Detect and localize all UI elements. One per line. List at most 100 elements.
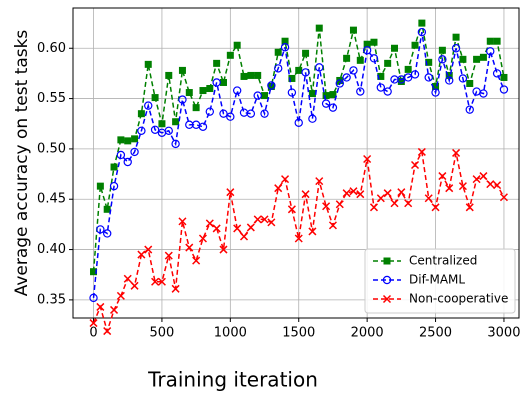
marker	[267, 218, 276, 227]
marker	[178, 66, 186, 74]
marker	[171, 139, 180, 149]
marker	[219, 78, 227, 86]
marker	[178, 95, 187, 104]
marker	[452, 148, 461, 157]
marker	[376, 83, 386, 92]
marker	[137, 250, 146, 259]
marker	[410, 70, 420, 79]
marker	[377, 72, 385, 80]
marker	[116, 291, 125, 300]
marker	[418, 19, 426, 27]
marker	[116, 150, 126, 160]
marker	[103, 229, 112, 238]
marker	[479, 53, 487, 61]
marker	[363, 40, 371, 48]
marker	[356, 56, 364, 64]
marker	[233, 224, 242, 233]
marker	[382, 275, 392, 285]
marker	[239, 232, 249, 241]
marker	[500, 73, 508, 81]
marker	[322, 92, 330, 100]
marker	[232, 86, 242, 95]
marker	[233, 41, 241, 49]
marker	[267, 83, 275, 91]
marker	[492, 69, 502, 78]
marker	[109, 181, 119, 191]
y-tick-label: 0.35	[37, 292, 66, 307]
marker	[458, 182, 467, 191]
marker	[130, 281, 139, 290]
marker	[486, 180, 495, 189]
marker	[90, 268, 98, 276]
marker	[473, 55, 481, 63]
marker	[267, 81, 276, 90]
x-tick-label: 1500	[282, 326, 315, 341]
marker	[178, 217, 187, 226]
marker	[356, 190, 365, 199]
y-tick-label: 0.45	[37, 192, 66, 207]
marker	[390, 199, 399, 208]
marker	[417, 27, 427, 37]
marker	[103, 205, 111, 213]
marker	[445, 184, 454, 193]
marker	[397, 188, 406, 197]
marker	[431, 88, 440, 97]
x-tick-label: 2000	[351, 326, 384, 341]
marker	[198, 234, 207, 243]
marker	[417, 147, 426, 156]
y-axis-label: Average accuracy on test tasks	[12, 30, 32, 297]
marker	[301, 190, 310, 199]
marker	[164, 126, 173, 135]
y-tick-label: 0.60	[37, 41, 66, 56]
marker	[445, 76, 454, 85]
marker	[335, 200, 344, 209]
marker	[493, 37, 501, 45]
marker	[321, 99, 331, 108]
marker	[144, 245, 153, 254]
marker	[226, 51, 234, 59]
marker	[383, 189, 392, 198]
marker	[404, 65, 412, 73]
marker	[246, 109, 256, 118]
marker	[438, 46, 446, 54]
marker	[349, 26, 357, 34]
marker	[432, 83, 440, 91]
marker	[274, 184, 283, 193]
marker	[315, 177, 324, 186]
marker	[438, 55, 447, 64]
marker	[369, 203, 379, 212]
marker	[499, 85, 509, 94]
marker	[328, 103, 338, 112]
marker	[185, 89, 193, 97]
x-axis-label: Training iteration	[147, 368, 318, 392]
marker	[247, 71, 255, 79]
marker	[458, 74, 468, 83]
marker	[466, 79, 474, 87]
marker	[349, 66, 358, 75]
marker	[192, 256, 201, 265]
marker	[343, 54, 351, 62]
marker	[404, 199, 413, 208]
marker	[110, 305, 119, 314]
marker	[356, 87, 365, 96]
marker	[370, 38, 378, 46]
marker	[123, 157, 132, 167]
marker	[164, 251, 173, 260]
marker	[205, 107, 215, 116]
marker	[369, 54, 379, 63]
marker	[226, 188, 235, 197]
marker	[280, 43, 290, 52]
marker	[253, 215, 262, 224]
y-tick-label: 0.50	[37, 141, 66, 156]
x-tick-label: 0	[89, 326, 97, 341]
marker	[308, 227, 317, 236]
marker	[403, 73, 413, 82]
marker	[103, 327, 112, 336]
marker	[376, 194, 385, 203]
marker	[213, 59, 221, 67]
marker	[144, 60, 152, 68]
marker	[362, 46, 372, 55]
marker	[438, 172, 447, 181]
marker	[479, 172, 488, 181]
